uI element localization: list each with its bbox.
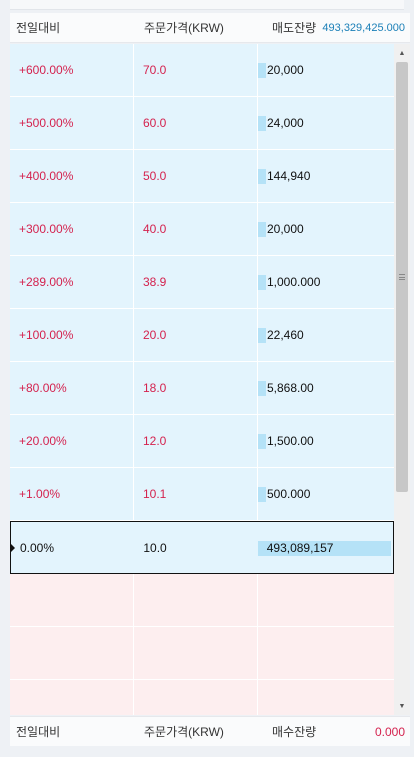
- volume-value: 22,460: [267, 328, 304, 342]
- volume-bar: [258, 116, 266, 131]
- volume-bar: [258, 63, 266, 78]
- change-cell: +289.00%: [10, 256, 134, 308]
- scroll-thumb[interactable]: [396, 62, 408, 492]
- current-price-marker-icon: [10, 543, 15, 553]
- change-cell: +600.00%: [10, 44, 134, 96]
- volume-cell: [258, 627, 394, 679]
- top-strip: [10, 0, 404, 10]
- bid-row[interactable]: [10, 627, 394, 680]
- header-price-label: 주문가격(KRW): [144, 21, 224, 35]
- change-cell: 0.00%: [20, 540, 55, 555]
- volume-value: 24,000: [267, 116, 304, 130]
- price-cell[interactable]: 50.0: [134, 150, 258, 202]
- volume-cell: 144,940: [258, 150, 394, 202]
- price-cell[interactable]: 10.0: [143, 540, 167, 555]
- volume-cell: 22,460: [258, 309, 394, 361]
- volume-value: 493,089,157: [266, 540, 334, 555]
- change-cell: +400.00%: [10, 150, 134, 202]
- ask-row[interactable]: +20.00% 12.0 1,500.00: [10, 415, 394, 468]
- price-cell[interactable]: 12.0: [134, 415, 258, 467]
- current-price-row[interactable]: 0.00% 10.0 493,089,157: [10, 521, 394, 574]
- volume-bar: [258, 328, 266, 343]
- volume-cell: 1,500.00: [258, 415, 394, 467]
- vertical-scrollbar[interactable]: ▲ ▼: [394, 44, 410, 715]
- volume-cell: 1,000.000: [258, 256, 394, 308]
- change-cell: [10, 574, 134, 626]
- ask-row[interactable]: +500.00% 60.0 24,000: [10, 97, 394, 150]
- ask-row[interactable]: +300.00% 40.0 20,000: [10, 203, 394, 256]
- ask-row[interactable]: +100.00% 20.0 22,460: [10, 309, 394, 362]
- bid-row[interactable]: [10, 680, 394, 715]
- price-cell[interactable]: [134, 574, 258, 626]
- change-cell: +20.00%: [10, 415, 134, 467]
- change-cell: +80.00%: [10, 362, 134, 414]
- orderbook-list[interactable]: +600.00% 70.0 20,000 +500.00% 60.0 24,000 +400…: [10, 44, 394, 715]
- ask-row[interactable]: +289.00% 38.9 1,000.000: [10, 256, 394, 309]
- volume-value: 20,000: [267, 222, 304, 236]
- total-buy-volume: 0.000: [374, 724, 405, 739]
- change-cell: [10, 627, 134, 679]
- volume-value: 1,000.000: [267, 275, 321, 289]
- price-cell[interactable]: [134, 680, 258, 715]
- volume-value: 144,940: [267, 169, 311, 183]
- volume-bar: [258, 169, 266, 184]
- volume-cell: 500.000: [258, 468, 394, 520]
- volume-bar: [258, 275, 266, 290]
- ask-row[interactable]: +400.00% 50.0 144,940: [10, 150, 394, 203]
- price-cell[interactable]: 70.0: [134, 44, 258, 96]
- change-cell: +300.00%: [10, 203, 134, 255]
- volume-bar: [258, 487, 266, 502]
- ask-row[interactable]: +1.00% 10.1 500.000: [10, 468, 394, 521]
- scroll-up-icon[interactable]: ▲: [398, 49, 406, 57]
- volume-cell: 24,000: [258, 97, 394, 149]
- price-cell[interactable]: 60.0: [134, 97, 258, 149]
- ask-row[interactable]: +80.00% 18.0 5,868.00: [10, 362, 394, 415]
- volume-value: 500.000: [267, 487, 311, 501]
- volume-cell: [258, 574, 394, 626]
- footer-change-label: 전일대비: [16, 725, 61, 739]
- orderbook-footer: 전일대비 주문가격(KRW) 매수잔량 0.000: [10, 716, 410, 746]
- footer-buy-volume-label: 매수잔량: [272, 725, 317, 739]
- volume-bar: [258, 434, 266, 449]
- price-cell[interactable]: 10.1: [134, 468, 258, 520]
- scroll-down-icon[interactable]: ▼: [398, 702, 406, 710]
- volume-bar: [258, 222, 266, 237]
- total-sell-volume: 493,329,425.000: [322, 21, 405, 34]
- volume-bar: [258, 381, 266, 396]
- price-cell[interactable]: [134, 627, 258, 679]
- volume-value: 5,868.00: [267, 381, 314, 395]
- change-cell: +1.00%: [10, 468, 134, 520]
- change-cell: [10, 680, 134, 715]
- price-cell[interactable]: 20.0: [134, 309, 258, 361]
- change-cell: +500.00%: [10, 97, 134, 149]
- ask-row[interactable]: +600.00% 70.0 20,000: [10, 44, 394, 97]
- volume-bar: [257, 541, 391, 556]
- footer-price-label: 주문가격(KRW): [144, 725, 224, 739]
- header-change-label: 전일대비: [16, 21, 61, 35]
- price-cell[interactable]: 40.0: [134, 203, 258, 255]
- grip-icon: [399, 274, 405, 280]
- volume-cell: [258, 680, 394, 715]
- header-sell-volume-label: 매도잔량: [272, 21, 317, 35]
- orderbook-header: 전일대비 주문가격(KRW) 매도잔량 493,329,425.000: [10, 13, 410, 43]
- bid-row[interactable]: [10, 574, 394, 627]
- volume-cell: 20,000: [258, 203, 394, 255]
- price-cell[interactable]: 38.9: [134, 256, 258, 308]
- volume-cell: 493,089,157: [257, 522, 393, 573]
- volume-cell: 20,000: [258, 44, 394, 96]
- volume-cell: 5,868.00: [258, 362, 394, 414]
- volume-value: 20,000: [267, 63, 304, 77]
- price-cell[interactable]: 18.0: [134, 362, 258, 414]
- volume-value: 1,500.00: [267, 434, 314, 448]
- change-cell: +100.00%: [10, 309, 134, 361]
